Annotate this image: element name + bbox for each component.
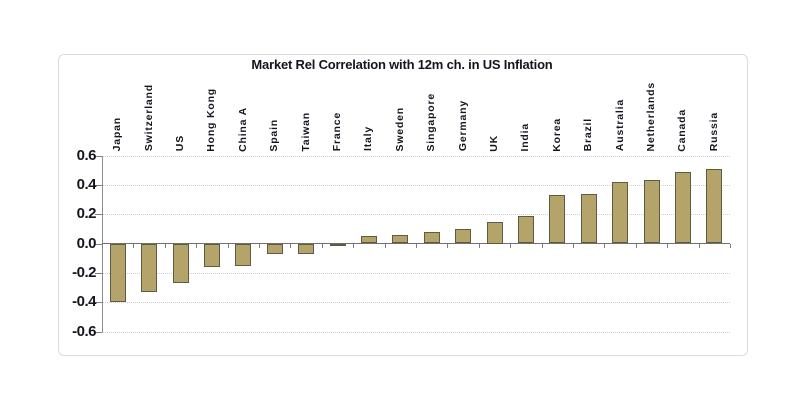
bar-italy (360, 236, 377, 244)
category-label: Spain (268, 118, 281, 152)
x-axis-tick (196, 244, 198, 249)
chart-title: Market Rel Correlation with 12m ch. in U… (251, 57, 553, 72)
category-label: China A (236, 106, 249, 152)
x-axis-line (102, 242, 730, 244)
category-label: France (331, 112, 343, 152)
y-axis-tick (95, 214, 102, 216)
y-tick-label: 0.4 (76, 175, 97, 193)
gridline (102, 331, 730, 333)
bar-netherlands (643, 180, 660, 244)
x-axis-tick (478, 244, 480, 249)
y-tick-label: -0.2 (72, 263, 96, 281)
bar-sweden (392, 234, 409, 244)
category-label: Germany (456, 100, 469, 152)
y-tick-label: -0.6 (72, 322, 96, 340)
x-axis-tick (698, 244, 700, 249)
x-axis-tick (164, 244, 166, 249)
y-axis-tick (95, 184, 102, 186)
y-tick-label: 0.2 (76, 205, 97, 223)
bar-russia (706, 168, 723, 244)
y-axis-tick (95, 243, 102, 245)
category-label: Singapore (425, 92, 438, 152)
category-label: Australia (613, 99, 626, 152)
category-label: Korea (550, 117, 563, 152)
category-label: Russia (707, 112, 720, 152)
bar-china-a (235, 243, 252, 266)
category-label: Hong Kong (205, 87, 218, 152)
x-axis-tick (730, 244, 731, 249)
y-tick-label: 0.6 (76, 146, 97, 164)
category-label: Taiwan (299, 111, 312, 152)
gridline (102, 214, 730, 216)
category-label: Sweden (393, 107, 406, 152)
bar-france (329, 243, 346, 247)
bar-us (172, 243, 189, 284)
x-axis-tick (604, 244, 606, 249)
x-axis-tick (133, 244, 135, 249)
bar-hong-kong (203, 243, 220, 267)
bar-korea (549, 195, 566, 244)
bar-india (517, 215, 534, 244)
bar-spain (266, 243, 283, 254)
x-axis-tick (667, 244, 669, 249)
category-label: Brazil (582, 118, 595, 152)
category-label: US (174, 135, 186, 152)
x-axis-tick (384, 244, 386, 249)
category-label: UK (488, 134, 500, 152)
category-label: Italy (362, 126, 375, 152)
y-axis-tick (95, 272, 102, 274)
bar-uk (486, 221, 503, 244)
gridline (102, 184, 730, 186)
x-axis-tick (290, 244, 292, 249)
category-label: India (519, 122, 532, 152)
y-axis-tick (95, 331, 102, 333)
category-label: Switzerland (142, 84, 155, 152)
category-label: Japan (111, 117, 124, 152)
gridline (102, 155, 730, 157)
y-tick-label: 0.0 (76, 234, 97, 252)
y-axis-tick (95, 302, 102, 304)
x-axis-tick (573, 244, 574, 249)
chart-panel (58, 54, 748, 356)
x-axis-tick (321, 244, 323, 249)
x-axis-tick (259, 244, 260, 249)
x-axis-tick (510, 244, 512, 249)
x-axis-tick (416, 244, 417, 249)
category-label: Canada (676, 108, 689, 152)
x-axis-tick (541, 244, 543, 249)
bar-brazil (580, 193, 597, 244)
gridline (102, 302, 730, 304)
bar-singapore (423, 231, 440, 244)
x-axis-tick (447, 244, 449, 249)
bar-germany (455, 228, 472, 244)
bar-canada (674, 171, 691, 244)
y-axis-tick (95, 155, 102, 157)
x-axis-tick (635, 244, 637, 249)
bar-japan (109, 243, 126, 303)
bar-taiwan (298, 243, 315, 254)
x-axis-tick (353, 244, 355, 249)
bar-australia (612, 181, 629, 244)
x-axis-tick (227, 244, 229, 249)
bar-switzerland (141, 243, 158, 292)
category-label: Netherlands (645, 82, 657, 152)
y-tick-label: -0.4 (72, 293, 96, 311)
gridline (102, 272, 730, 274)
x-axis-tick (102, 244, 103, 249)
